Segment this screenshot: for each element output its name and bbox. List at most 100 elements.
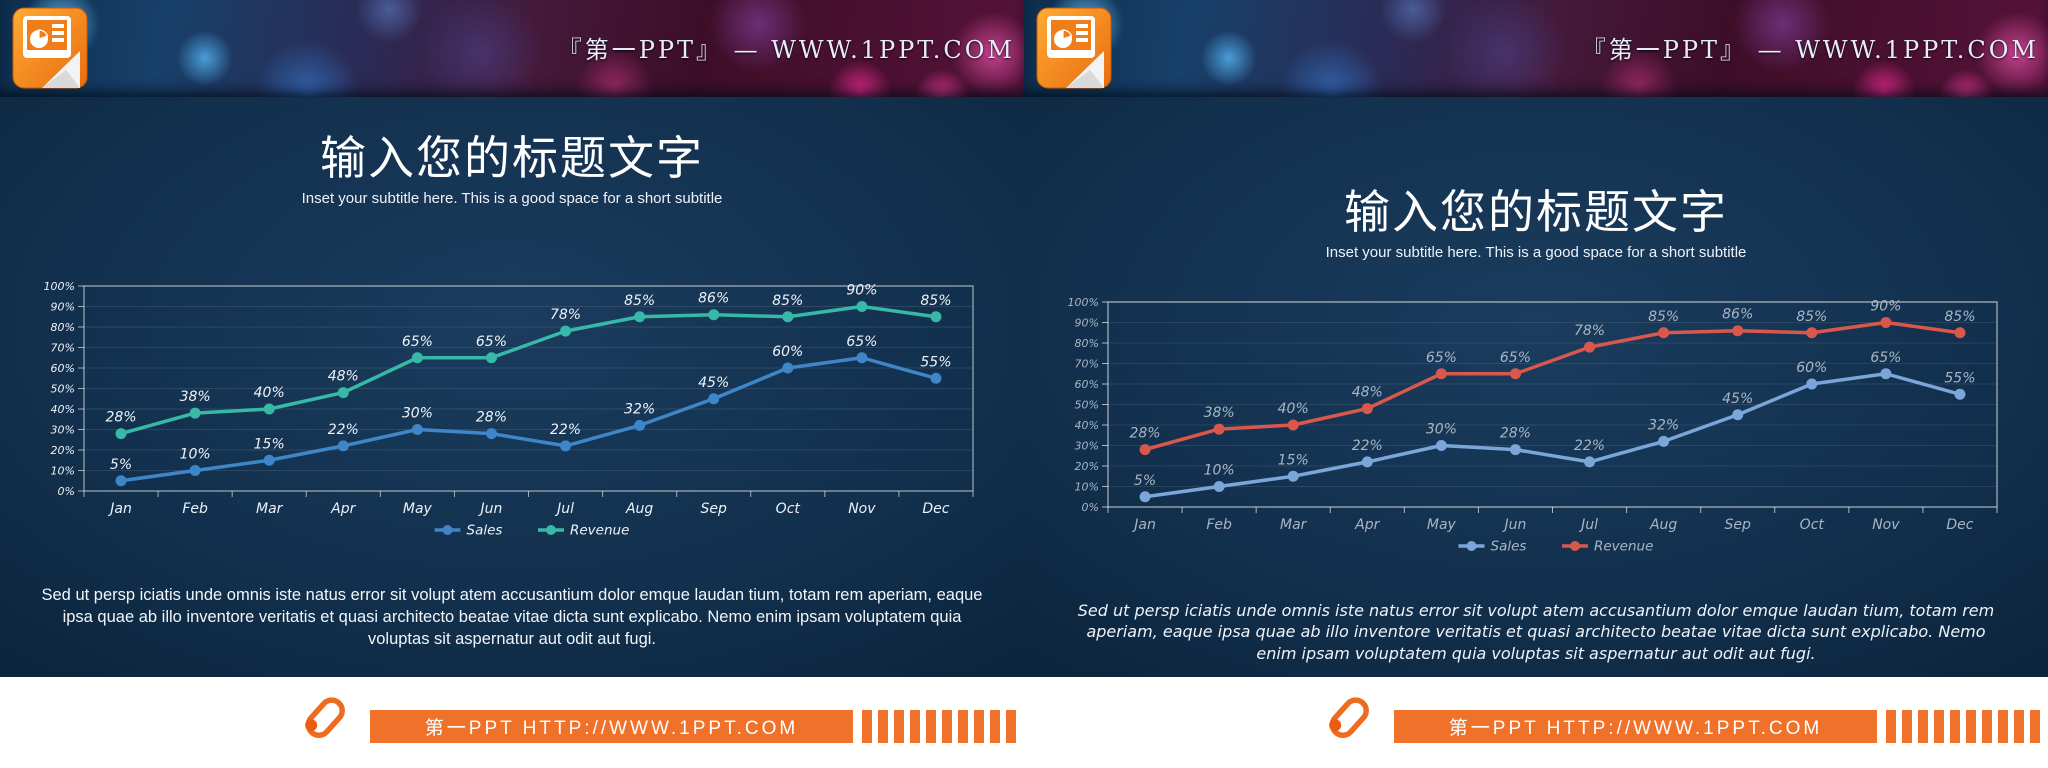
svg-text:Sales: Sales [1491,539,1527,555]
svg-text:65%: 65% [1500,350,1531,366]
svg-text:70%: 70% [1075,358,1099,371]
svg-text:Oct: Oct [1800,517,1825,533]
svg-text:80%: 80% [51,321,75,334]
slide-title: 输入您的标题文字 [320,132,704,184]
svg-text:22%: 22% [1574,438,1605,454]
svg-text:10%: 10% [1204,463,1235,479]
svg-text:30%: 30% [402,406,433,422]
svg-text:65%: 65% [1426,350,1457,366]
pencil-icon [1329,697,1369,739]
footer-url-bar: 第一PPT HTTP://WWW.1PPT.COM [370,710,853,743]
svg-text:85%: 85% [1648,309,1679,325]
svg-text:5%: 5% [110,457,132,473]
svg-text:Dec: Dec [922,501,949,517]
footer-stripe [1918,710,1928,743]
svg-text:Dec: Dec [1946,517,1973,533]
svg-text:22%: 22% [1352,438,1383,454]
slide-title: 输入您的标题文字 [1344,186,1728,238]
svg-text:Sales: Sales [467,523,503,539]
svg-text:86%: 86% [698,291,729,307]
svg-text:90%: 90% [51,301,75,314]
svg-text:65%: 65% [476,334,507,350]
footer-stripe [926,710,936,743]
svg-text:48%: 48% [1352,385,1383,401]
svg-text:Sep: Sep [1725,517,1752,533]
svg-text:20%: 20% [51,444,75,457]
svg-text:28%: 28% [1129,426,1160,442]
footer-stripe [1006,710,1016,743]
slide-subtitle: Inset your subtitle here. This is a good… [1325,244,1747,261]
svg-text:50%: 50% [1075,399,1099,412]
svg-text:50%: 50% [51,383,75,396]
svg-text:78%: 78% [1574,323,1605,339]
banner-site-text: 『第一PPT』 — WWW.1PPT.COM [557,36,1015,64]
footer-stripe [1950,710,1960,743]
svg-text:38%: 38% [1204,405,1235,421]
slide-1-footer: 第一PPT HTTP://WWW.1PPT.COM [0,677,1024,768]
svg-text:60%: 60% [51,362,75,375]
svg-text:28%: 28% [1500,426,1531,442]
footer-stripes [1886,710,2040,743]
footer-url-bar: 第一PPT HTTP://WWW.1PPT.COM [1394,710,1877,743]
svg-text:Aug: Aug [1649,517,1677,533]
footer-stripe [2014,710,2024,743]
footer-stripe [1966,710,1976,743]
slide-2: 『第一PPT』 — WWW.1PPT.COM 输入您的标题文字 Inset yo… [1024,0,2048,768]
svg-text:Revenue: Revenue [1594,539,1653,555]
footer-stripe [878,710,888,743]
svg-text:100%: 100% [1068,296,1099,309]
svg-text:May: May [1427,517,1457,533]
slide-subtitle: Inset your subtitle here. This is a good… [301,190,723,207]
svg-text:Jul: Jul [554,501,574,517]
svg-text:40%: 40% [1278,401,1309,417]
ppt-logo-icon [12,7,88,89]
svg-text:30%: 30% [1075,440,1099,453]
footer-stripe [1998,710,2008,743]
svg-text:Sep: Sep [701,501,728,517]
svg-text:22%: 22% [550,422,581,438]
svg-text:32%: 32% [624,401,655,417]
svg-text:Jan: Jan [107,501,132,517]
footer-stripe [2030,710,2040,743]
body-paragraph: Sed ut persp iciatis unde omnis iste nat… [1077,601,1995,663]
svg-text:85%: 85% [1944,309,1975,325]
svg-text:Mar: Mar [1280,517,1308,533]
footer-stripe [958,710,968,743]
svg-text:60%: 60% [1796,360,1827,376]
svg-text:48%: 48% [328,369,359,385]
svg-text:45%: 45% [1722,391,1753,407]
svg-text:15%: 15% [1278,452,1309,468]
svg-text:Jul: Jul [1578,517,1598,533]
pencil-icon [305,697,345,739]
ppt-logo-icon [1036,7,1112,89]
body-paragraph: Sed ut persp iciatis unde omnis iste nat… [41,586,983,648]
svg-text:Feb: Feb [182,501,208,517]
svg-text:85%: 85% [624,293,655,309]
svg-text:10%: 10% [180,447,211,463]
svg-text:86%: 86% [1722,307,1753,323]
svg-text:38%: 38% [180,389,211,405]
svg-text:15%: 15% [254,436,285,452]
svg-text:Nov: Nov [848,501,876,517]
svg-text:Oct: Oct [776,501,801,517]
svg-text:80%: 80% [1075,337,1099,350]
svg-text:0%: 0% [1082,501,1099,514]
svg-text:Nov: Nov [1872,517,1900,533]
svg-text:28%: 28% [476,410,507,426]
svg-text:85%: 85% [920,293,951,309]
svg-text:28%: 28% [105,410,136,426]
svg-text:65%: 65% [1870,350,1901,366]
svg-text:0%: 0% [58,485,75,498]
footer-stripe [1902,710,1912,743]
svg-text:May: May [403,501,433,517]
svg-text:Feb: Feb [1206,517,1232,533]
svg-text:Jun: Jun [1502,517,1527,533]
footer-stripes [862,710,1016,743]
footer-stripe [910,710,920,743]
svg-text:20%: 20% [1075,460,1099,473]
svg-text:90%: 90% [1075,317,1099,330]
svg-text:60%: 60% [1075,378,1099,391]
svg-text:30%: 30% [51,424,75,437]
svg-text:22%: 22% [328,422,359,438]
